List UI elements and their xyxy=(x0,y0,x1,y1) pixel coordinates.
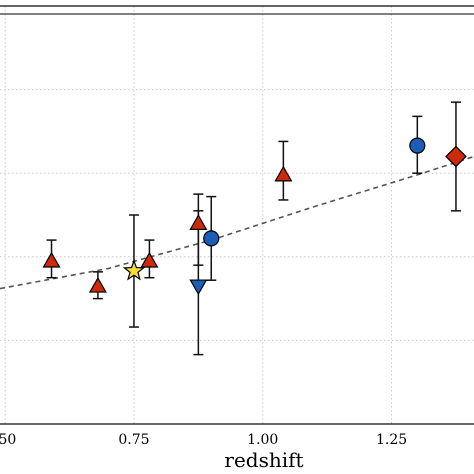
circle-marker xyxy=(203,230,220,247)
grid-lines xyxy=(0,6,474,424)
star-marker xyxy=(122,259,146,281)
x-axis-title: redshift xyxy=(224,448,303,472)
plot-frame xyxy=(0,5,474,425)
fit-curve xyxy=(0,155,474,290)
triangle-down-marker xyxy=(189,279,208,296)
error-bars xyxy=(46,101,461,356)
x-tick-label: 1.00 xyxy=(247,432,278,448)
triangle-up-marker xyxy=(88,276,107,293)
triangle-up-marker xyxy=(274,165,293,182)
x-tick-label: 0.75 xyxy=(118,432,149,448)
x-tick-labels: .50 0.75 1.00 1.25 xyxy=(0,432,407,448)
circle-marker xyxy=(409,137,426,154)
triangle-up-marker xyxy=(189,214,208,230)
triangle-up-marker xyxy=(42,251,61,268)
diamond-marker xyxy=(445,145,467,168)
fit-line xyxy=(0,155,474,290)
x-tick-label: 1.25 xyxy=(376,432,407,448)
x-tick-label: .50 xyxy=(0,432,16,448)
triangle-up-marker xyxy=(140,251,159,268)
data-markers xyxy=(42,137,467,296)
